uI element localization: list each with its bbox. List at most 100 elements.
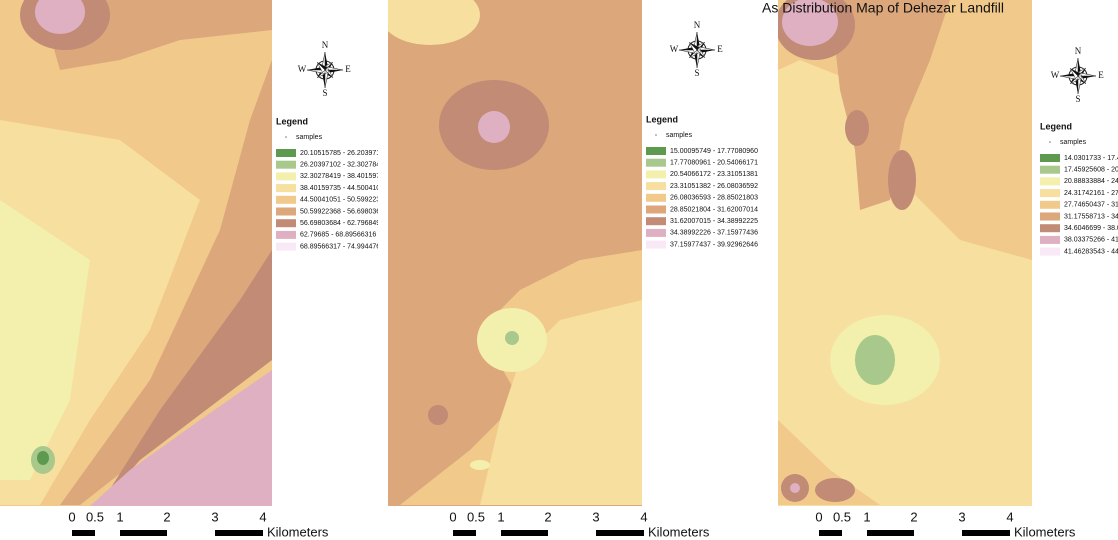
scale-unit: Kilometers: [267, 524, 329, 539]
legend-swatch: [646, 229, 666, 237]
compass-s: S: [322, 88, 327, 98]
legend-swatch: [1040, 154, 1060, 162]
legend-label: 68.89566317 - 74.99447632: [300, 243, 388, 250]
legend-label: 15.00095749 - 17.77080960: [670, 148, 758, 155]
legend-swatch: [646, 206, 666, 214]
legend-swatch: [1040, 248, 1060, 256]
legend-label: 32.30278419 - 38.40159736: [300, 173, 388, 180]
figure: As Distribution Map of Dehezar Landfill …: [0, 0, 1118, 540]
scale-segment: [72, 530, 95, 536]
scale-unit: Kilometers: [648, 524, 710, 539]
legend-samples: samples: [666, 132, 693, 139]
legend-label: 41.46283543 - 44.89191818: [1064, 248, 1118, 255]
legend-swatch: [276, 196, 296, 204]
scale-segment: [962, 530, 1010, 536]
legend-label: 26.20397102 - 32.30278419: [300, 162, 388, 169]
legend-label: 37.15977437 - 39.92962646: [670, 241, 758, 248]
scale-label: 4: [259, 509, 266, 524]
legend-swatch: [646, 182, 666, 190]
scale-segment: [819, 530, 842, 536]
scale-segment: [867, 530, 914, 536]
legend-label: 28.85021804 - 31.62007014: [670, 206, 758, 213]
legend-swatch: [1040, 236, 1060, 244]
scale-label: 1: [863, 509, 870, 524]
compass-w: W: [298, 64, 307, 74]
samples-symbol: [285, 136, 287, 138]
scale-label: 0.5: [467, 509, 485, 524]
scale-label: 1: [497, 509, 504, 524]
legend-swatch: [276, 243, 296, 251]
compass-e: E: [717, 44, 723, 54]
map-3: [775, 0, 1032, 506]
scale-label: 1: [116, 509, 123, 524]
legend-swatch: [276, 231, 296, 239]
scale-segment: [120, 530, 167, 536]
scale-segment: [501, 530, 548, 536]
scale-segment: [842, 530, 867, 536]
legend-swatch: [276, 184, 296, 192]
legend-swatch: [1040, 201, 1060, 209]
legend-label: 26.08036593 - 28.85021803: [670, 195, 758, 202]
scale-label: 3: [592, 509, 599, 524]
legend-label: 44.50041051 - 50.59922367: [300, 197, 388, 204]
samples-symbol: [655, 134, 657, 136]
legend-label: 38.40159735 - 44.50041051: [300, 185, 388, 192]
legend-swatch: [1040, 213, 1060, 221]
legend-label: 34.6046699 - 38.03375265: [1064, 225, 1118, 232]
scale-segment: [95, 530, 120, 536]
scale-label: 3: [958, 509, 965, 524]
legend-label: 20.88833884 - 24.31742160: [1064, 178, 1118, 185]
compass-n: N: [1075, 46, 1082, 56]
legend-label: 14.0301733 - 17.45925607: [1064, 155, 1118, 162]
legend-swatch: [276, 161, 296, 169]
legend-swatch: [1040, 224, 1060, 232]
scale-label: 0.5: [833, 509, 851, 524]
scale-label: 0: [815, 509, 822, 524]
legend-swatch: [1040, 189, 1060, 197]
legend-label: 24.31742161 - 27.74650436: [1064, 190, 1118, 197]
legend-swatch: [646, 194, 666, 202]
map-1: [0, 0, 272, 506]
legend-title: Legend: [646, 114, 678, 124]
scale-label: 2: [163, 509, 170, 524]
legend-label: 27.74650437 - 31.17558712: [1064, 202, 1118, 209]
legend-label: 23.31051382 - 26.08036592: [670, 183, 758, 190]
legend-swatch: [646, 170, 666, 178]
scale-segment: [596, 530, 644, 536]
samples-symbol: [1049, 141, 1051, 143]
legend-swatch: [276, 219, 296, 227]
legend-label: 17.45925608 - 20.88833883: [1064, 167, 1118, 174]
legend-swatch: [1040, 166, 1060, 174]
map-2: [380, 0, 642, 506]
compass-w: W: [1051, 70, 1060, 80]
legend-title: Legend: [276, 116, 308, 126]
legend-area: [642, 0, 760, 506]
legend-label: 31.17558713 - 34.60466988: [1064, 213, 1118, 220]
legend-label: 56.69803684 - 62.79684999: [300, 220, 388, 227]
legend-label: 31.62007015 - 34.38992225: [670, 218, 758, 225]
legend-swatch: [646, 147, 666, 155]
scale-label: 4: [640, 509, 647, 524]
compass-s: S: [694, 68, 699, 78]
legend-label: 20.10515785 - 26.20397102: [300, 150, 388, 157]
scale-segment: [215, 530, 263, 536]
legend-label: 17.77080961 - 20.54066171: [670, 160, 758, 167]
scale-unit: Kilometers: [1014, 524, 1076, 539]
compass-e: E: [345, 64, 351, 74]
scale-label: 2: [910, 509, 917, 524]
legend-swatch: [646, 217, 666, 225]
legend-samples: samples: [296, 134, 323, 141]
compass-e: E: [1098, 70, 1104, 80]
legend-label: 34.38992226 - 37.15977436: [670, 230, 758, 237]
legend-samples: samples: [1060, 139, 1087, 146]
legend-label: 38.03375266 - 41.46283542: [1064, 237, 1118, 244]
legend-swatch: [646, 159, 666, 167]
scale-segment: [476, 530, 501, 536]
legend-title: Legend: [1040, 121, 1072, 131]
scale-label: 0: [449, 509, 456, 524]
scale-segment: [914, 530, 962, 536]
compass-n: N: [322, 40, 329, 50]
scale-label: 4: [1006, 509, 1013, 524]
